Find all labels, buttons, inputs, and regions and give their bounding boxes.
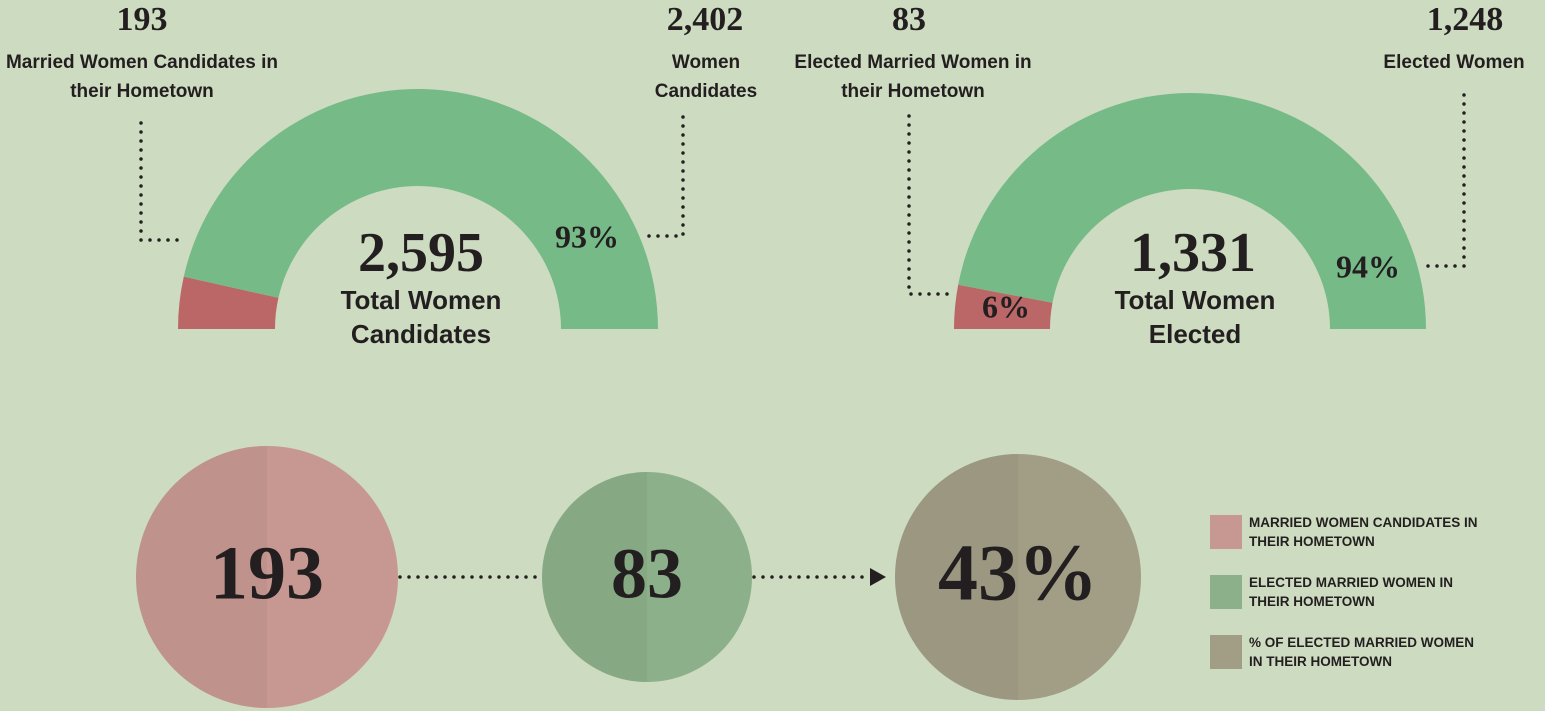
leader-line bbox=[1423, 93, 1466, 268]
total-label: Total Women Elected bbox=[1114, 285, 1276, 349]
category-label: Elected Women bbox=[1383, 52, 1525, 73]
bubble-shade bbox=[895, 454, 1018, 700]
legend-label: ELECTED MARRIED WOMEN IN THEIR HOMETOWN bbox=[1249, 575, 1453, 609]
percent-label: 94% bbox=[1336, 248, 1400, 284]
leader-line bbox=[139, 121, 187, 242]
bubble-label: 43% bbox=[938, 529, 1098, 617]
bubble-label: 193 bbox=[210, 531, 324, 615]
total-value: 1,331 bbox=[1130, 222, 1256, 284]
count-label: 1,248 bbox=[1427, 1, 1504, 38]
legend-swatch bbox=[1210, 515, 1242, 549]
total-value: 2,595 bbox=[358, 222, 484, 284]
category-label: Elected Married Women in their Hometown bbox=[794, 52, 1032, 102]
bubble bbox=[895, 454, 1141, 700]
arc-segment bbox=[954, 284, 1053, 329]
leaders bbox=[139, 93, 1466, 586]
total-label: Total Women Candidates bbox=[340, 285, 502, 349]
arc-segment bbox=[183, 88, 659, 329]
leader-line bbox=[643, 115, 685, 238]
category-label: Married Women Candidates in their Hometo… bbox=[5, 52, 279, 102]
percent-label: 93% bbox=[555, 218, 619, 254]
count-label: 2,402 bbox=[667, 1, 744, 38]
bubble bbox=[542, 472, 752, 682]
bubble bbox=[136, 446, 398, 708]
bubble-shade bbox=[542, 472, 647, 682]
arc-segment bbox=[958, 93, 1426, 329]
arc-segment bbox=[178, 276, 279, 329]
count-label: 193 bbox=[117, 1, 168, 38]
bubble-shade bbox=[136, 446, 267, 708]
count-label: 83 bbox=[892, 1, 926, 38]
category-label: Women Candidates bbox=[654, 52, 758, 102]
bubble-label: 83 bbox=[611, 534, 683, 614]
legend-label: MARRIED WOMEN CANDIDATES IN THEIR HOMETO… bbox=[1249, 515, 1478, 549]
arrowhead bbox=[870, 568, 886, 586]
legend-swatch bbox=[1210, 575, 1242, 609]
legend-label: % OF ELECTED MARRIED WOMEN IN THEIR HOME… bbox=[1249, 635, 1474, 669]
leader-line bbox=[907, 114, 957, 296]
legend-swatch bbox=[1210, 635, 1242, 669]
